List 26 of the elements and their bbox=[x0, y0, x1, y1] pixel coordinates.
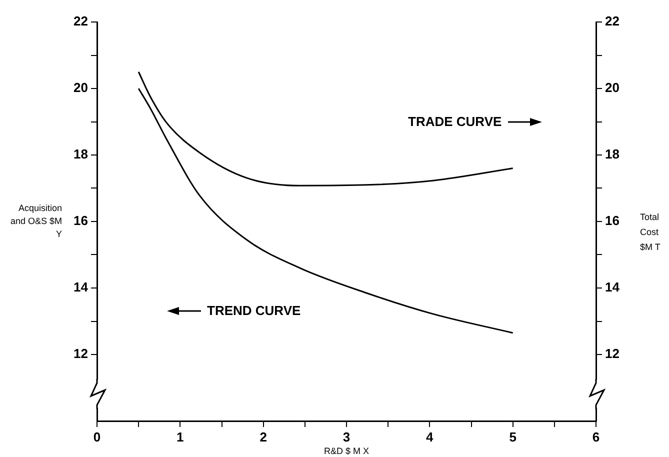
y2-tick-label: 16 bbox=[605, 213, 620, 228]
y2-tick-label: 18 bbox=[605, 146, 620, 162]
y-tick-label: 20 bbox=[74, 80, 88, 96]
y-tick-label: 18 bbox=[74, 146, 88, 162]
annotation: TREND CURVE bbox=[207, 303, 301, 318]
x-tick-label: 0 bbox=[93, 429, 101, 444]
annotation: TRADE CURVE bbox=[408, 114, 502, 129]
line-series bbox=[138, 71, 514, 186]
x-tick-label: 1 bbox=[176, 429, 184, 444]
x-axis-title: R&D $ M X bbox=[322, 445, 370, 457]
y-tick-label: 12 bbox=[74, 346, 88, 362]
y-axis-title: Acquisition and O&S $M Y bbox=[9, 202, 62, 241]
y2-tick-label: 20 bbox=[605, 80, 620, 96]
y-tick-label: 22 bbox=[74, 14, 88, 29]
x-tick-label: 4 bbox=[426, 429, 434, 444]
y2-tick-label: 12 bbox=[605, 346, 620, 362]
x-tick-label: 6 bbox=[592, 429, 600, 444]
y2-tick-label: 22 bbox=[605, 14, 620, 29]
x-tick-label: 5 bbox=[509, 429, 516, 444]
x-tick-label: 3 bbox=[342, 429, 350, 444]
y2-tick-label: 14 bbox=[605, 280, 620, 295]
y-tick-label: 16 bbox=[74, 213, 88, 228]
y-tick-label: 14 bbox=[74, 280, 89, 295]
y2-axis-title: Total Cost $M T bbox=[640, 210, 662, 254]
x-tick-label: 2 bbox=[260, 429, 267, 444]
line-series bbox=[138, 88, 514, 334]
